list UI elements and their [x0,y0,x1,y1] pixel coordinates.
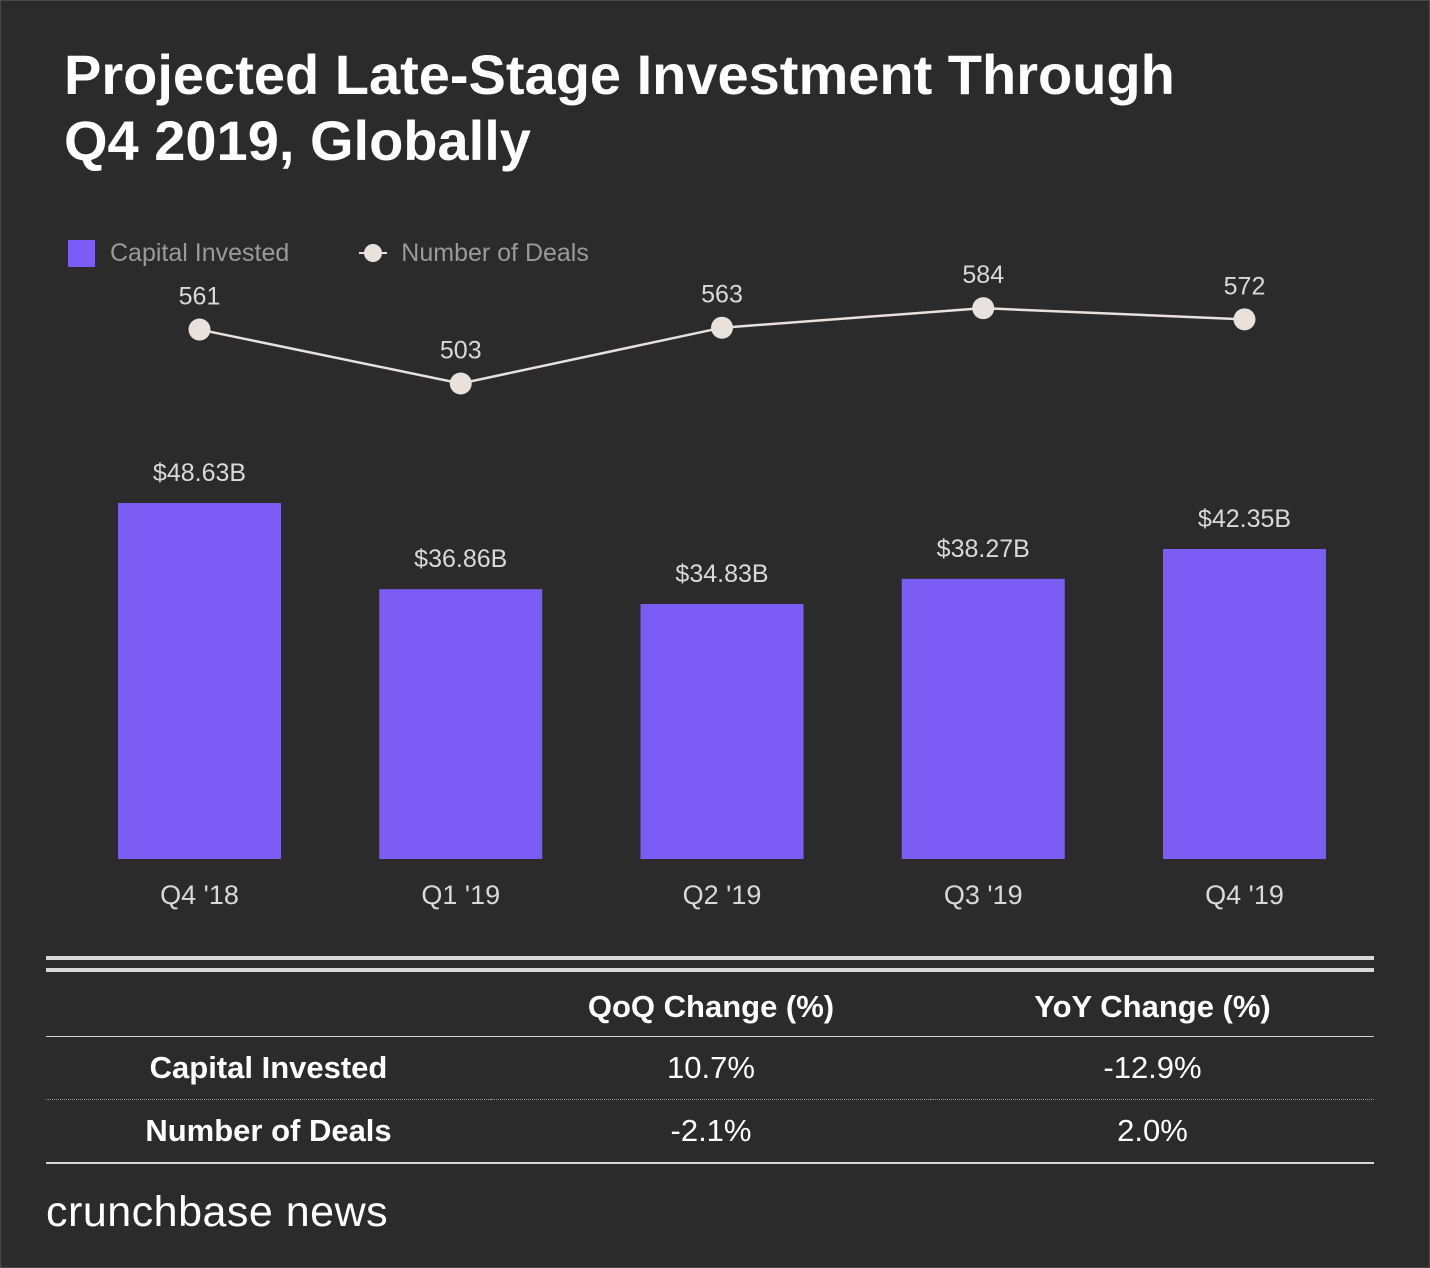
stats-qoq-value: 10.7% [491,1036,931,1100]
chart-plot: $48.63B Q4 '18 $36.86B Q1 '19 $34.83B Q2 '19 $… [118,261,1326,910]
x-tick-label: Q1 '19 [421,880,500,910]
bar-capital-invested [640,604,804,859]
bar-capital-invested [901,578,1065,859]
chart-title-line-2: Q4 2019, Globally [64,109,531,172]
stats-header-blank [46,978,491,1037]
line-value-label: 561 [179,283,221,311]
line-point-number-of-deals [188,318,211,341]
legend-item-number-of-deals: Number of Deals [359,239,589,268]
stats-header-row: QoQ Change (%) YoY Change (%) [46,978,1374,1037]
stats-yoy-value: -12.9% [931,1036,1374,1100]
x-tick-label: Q4 '18 [160,880,239,910]
stats-table: QoQ Change (%) YoY Change (%) Capital In… [46,978,1374,1164]
chart-legend: Capital Invested Number of Deals [68,238,659,268]
bar-value-label: $36.86B [414,545,507,573]
brand-logo: crunchbase news [46,1188,389,1236]
line-value-label: 572 [1224,272,1266,300]
legend-item-capital-invested: Capital Invested [68,239,289,268]
stats-row-label: Capital Invested [46,1036,491,1100]
line-point-number-of-deals [972,297,995,320]
chart-title-line-1: Projected Late-Stage Investment Through [64,43,1175,106]
stats-header-yoy: YoY Change (%) [931,978,1374,1037]
bar-value-label: $34.83B [675,560,768,588]
bar-value-label: $38.27B [937,535,1030,563]
stats-qoq-value: -2.1% [491,1099,931,1164]
bar-value-label: $48.63B [153,459,246,487]
line-value-label: 563 [701,281,743,309]
x-tick-label: Q2 '19 [683,880,762,910]
x-tick-label: Q4 '19 [1205,880,1284,910]
x-tick-label: Q3 '19 [944,880,1023,910]
stats-yoy-value: 2.0% [931,1099,1374,1164]
line-point-number-of-deals [1233,308,1256,331]
line-value-label: 584 [962,261,1004,289]
stats-header-qoq: QoQ Change (%) [491,978,931,1037]
legend-label-number-of-deals: Number of Deals [401,238,589,267]
legend-swatch-bar [68,239,95,267]
line-point-number-of-deals [449,372,472,395]
bar-value-label: $42.35B [1198,505,1291,533]
legend-swatch-line [359,243,388,263]
line-point-number-of-deals [711,316,733,339]
bar-capital-invested [1163,548,1326,859]
stats-row-label: Number of Deals [46,1099,491,1164]
stats-rule-second [46,968,1374,972]
line-value-label: 503 [440,337,482,365]
stats-row-capital-invested: Capital Invested 10.7% -12.9% [46,1036,1374,1100]
legend-label-capital-invested: Capital Invested [110,238,290,267]
chart-title: Projected Late-Stage Investment Through … [64,42,1314,174]
bar-capital-invested [379,589,543,859]
stats-rule-top [46,956,1374,960]
stats-row-number-of-deals: Number of Deals -2.1% 2.0% [46,1099,1374,1164]
bar-capital-invested [118,503,281,859]
